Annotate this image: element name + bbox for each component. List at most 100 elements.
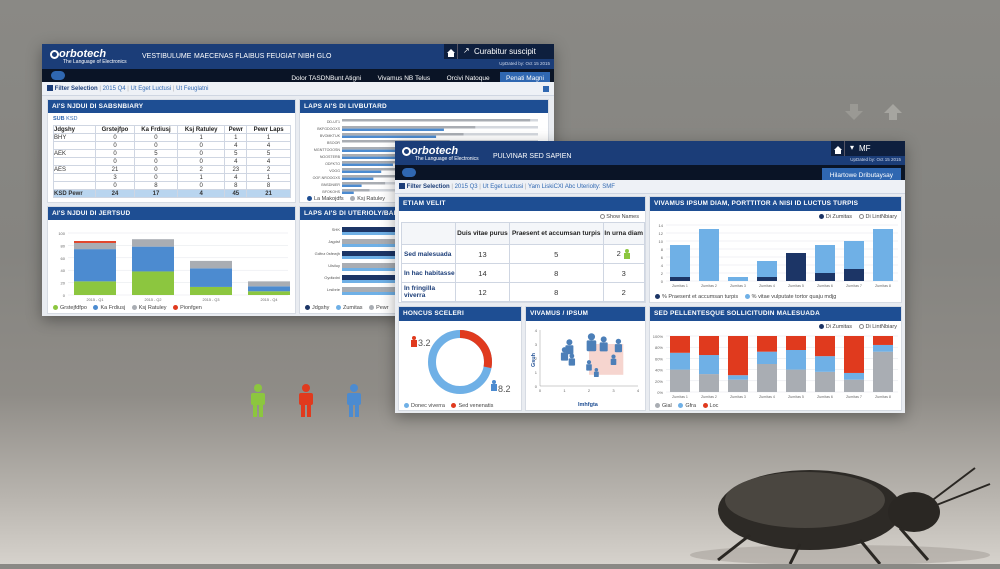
arrow-down-icon[interactable] xyxy=(845,104,863,125)
category-label: BVOMKTUK xyxy=(320,134,341,138)
bar-segment xyxy=(873,336,893,345)
show-names-toggle[interactable]: Show Names xyxy=(599,214,639,220)
filter-label[interactable]: Filter Selection xyxy=(54,86,98,92)
bar-segment xyxy=(873,351,893,392)
bar-segment xyxy=(74,241,116,243)
y-tick: 10 xyxy=(659,239,664,244)
funnel-icon[interactable]: ▾ xyxy=(850,143,855,152)
table-cell xyxy=(53,181,96,190)
table-row: Sed malesuada 13 5 2 xyxy=(401,244,646,264)
column-header[interactable]: Duis vitae purus xyxy=(455,222,510,245)
title-button[interactable]: Curabitur suscipit xyxy=(474,47,536,56)
bar-segment xyxy=(132,271,174,295)
scatter-chart: 0 1 2 3 4 4 3 2 1 0 xyxy=(535,328,640,393)
y-tick: 8 xyxy=(661,247,664,252)
header-actions: ↗ Curabitur suscipit xyxy=(444,44,554,59)
bar-segment xyxy=(786,350,806,370)
menu-item-maecenas[interactable]: MAECENAS FLAIBUS FEUGIAT NIBH GLO xyxy=(194,53,332,60)
chart-toggle[interactable]: Di Zumitas Di LintNbiary xyxy=(814,214,897,220)
tab-ksd[interactable]: KSD xyxy=(66,116,78,122)
mf-button[interactable]: MF xyxy=(859,144,871,153)
subsidiary-panel: AI'S NJDUI DI SABSNBIARY SUB KSD Jdgshy G… xyxy=(47,99,296,203)
filter-item[interactable]: Ut Eget Luctusi xyxy=(482,184,524,190)
filter-item[interactable]: 2015 Q3 xyxy=(454,184,478,190)
column-header[interactable]: Ksj Ratuley xyxy=(176,125,226,134)
app-icon[interactable] xyxy=(51,71,65,80)
column-header[interactable]: Grstejfpo xyxy=(94,125,136,134)
bar xyxy=(699,229,719,281)
person-body xyxy=(251,393,265,405)
total-cell: 45 xyxy=(224,189,248,198)
person-body xyxy=(599,342,608,352)
arrow-up-icon[interactable] xyxy=(884,104,902,125)
column-header[interactable] xyxy=(401,222,456,245)
column-header[interactable]: Pewr Laps xyxy=(246,125,291,134)
person-icon xyxy=(565,339,574,355)
table-cell: 1 xyxy=(176,133,226,142)
category-label: Zumitas 6 xyxy=(817,395,833,399)
person-head xyxy=(611,354,616,359)
person-body xyxy=(568,358,576,366)
table-row: AEK 0 5 0 5 5 xyxy=(53,149,291,158)
nav-button[interactable]: Hilartowe Dributaysay xyxy=(821,168,901,183)
menu-item-vestibulume[interactable]: VESTIBULUME xyxy=(142,53,192,60)
nav-item-4[interactable]: Penati Magni xyxy=(500,72,550,85)
bar xyxy=(342,268,419,271)
funnel-icon[interactable] xyxy=(399,183,405,190)
bar-segment xyxy=(757,351,777,364)
female-value: 8.2 xyxy=(498,384,511,394)
bar-segment xyxy=(786,369,806,392)
nav-item-1[interactable]: Dolor TASDNBunt Atigni xyxy=(291,75,362,82)
category-label: Gdfnz 0sfewjh xyxy=(315,251,340,256)
column-header[interactable]: Pewr xyxy=(224,125,248,134)
person-head xyxy=(302,384,310,392)
tab-sub[interactable]: SUB xyxy=(53,116,65,122)
table-cell xyxy=(53,157,96,166)
filter-item[interactable]: Ut Eget Luctusi xyxy=(130,86,172,92)
filter-label[interactable]: Filter Selection xyxy=(406,184,450,190)
chart-legend: Donec viverra Sed venenatis xyxy=(399,403,493,409)
column-header[interactable]: Jdgshy xyxy=(53,125,96,134)
category-label: BNSDNIER xyxy=(321,183,340,187)
person-head xyxy=(587,333,596,341)
bar-segment xyxy=(699,374,719,392)
filter-item[interactable]: Ut Feuglatni xyxy=(176,86,209,92)
table-cell: 0 xyxy=(176,149,226,158)
table-row: AES 21 0 2 23 2 xyxy=(53,165,291,174)
person-body xyxy=(411,340,417,347)
bar-segment xyxy=(132,239,174,247)
category-label: Zumitas 4 xyxy=(759,395,775,399)
table-cell: 2 xyxy=(602,282,646,302)
header-actions: ▾ MF xyxy=(831,141,905,156)
column-header[interactable]: Ka Frdiusj xyxy=(134,125,178,134)
table-cell: 0 xyxy=(94,181,136,190)
bar-segment xyxy=(248,291,290,295)
refresh-icon[interactable] xyxy=(543,86,549,92)
nav-item-2[interactable]: Vivamus NB Telus xyxy=(377,75,431,82)
menu-item[interactable]: PULVINAR SED SAPIEN xyxy=(493,153,572,160)
y-axis-label: Gsuh xyxy=(531,352,538,368)
column-header[interactable]: Praesent et accumsan turpis xyxy=(508,222,604,245)
bar-segment xyxy=(670,336,690,353)
home-icon[interactable] xyxy=(444,44,458,59)
home-icon[interactable] xyxy=(831,141,845,156)
table-cell: 1 xyxy=(224,133,248,142)
person-body xyxy=(593,371,599,377)
funnel-icon[interactable] xyxy=(47,85,53,92)
app-icon[interactable] xyxy=(402,168,416,177)
donut-chart xyxy=(411,330,497,394)
person-head xyxy=(561,347,568,353)
column-header[interactable]: In urna diam xyxy=(602,222,646,245)
nav-item-3[interactable]: Orcivi Natoque xyxy=(446,75,490,82)
category-label: NOOSTERB xyxy=(320,155,341,159)
filter-item[interactable]: 2015 Q4 xyxy=(102,86,126,92)
table-cell: 8 xyxy=(508,263,604,283)
person-head xyxy=(254,384,262,392)
bar xyxy=(342,256,440,259)
bar xyxy=(757,261,777,281)
filter-item[interactable]: Yam LiskiCXI Abc Uteriolty: SMF xyxy=(528,184,615,190)
beetle-image xyxy=(690,440,1000,569)
table-cell: 4 xyxy=(246,157,291,166)
chart-toggle[interactable]: Di Zumitas Di LintNbiary xyxy=(814,324,897,330)
